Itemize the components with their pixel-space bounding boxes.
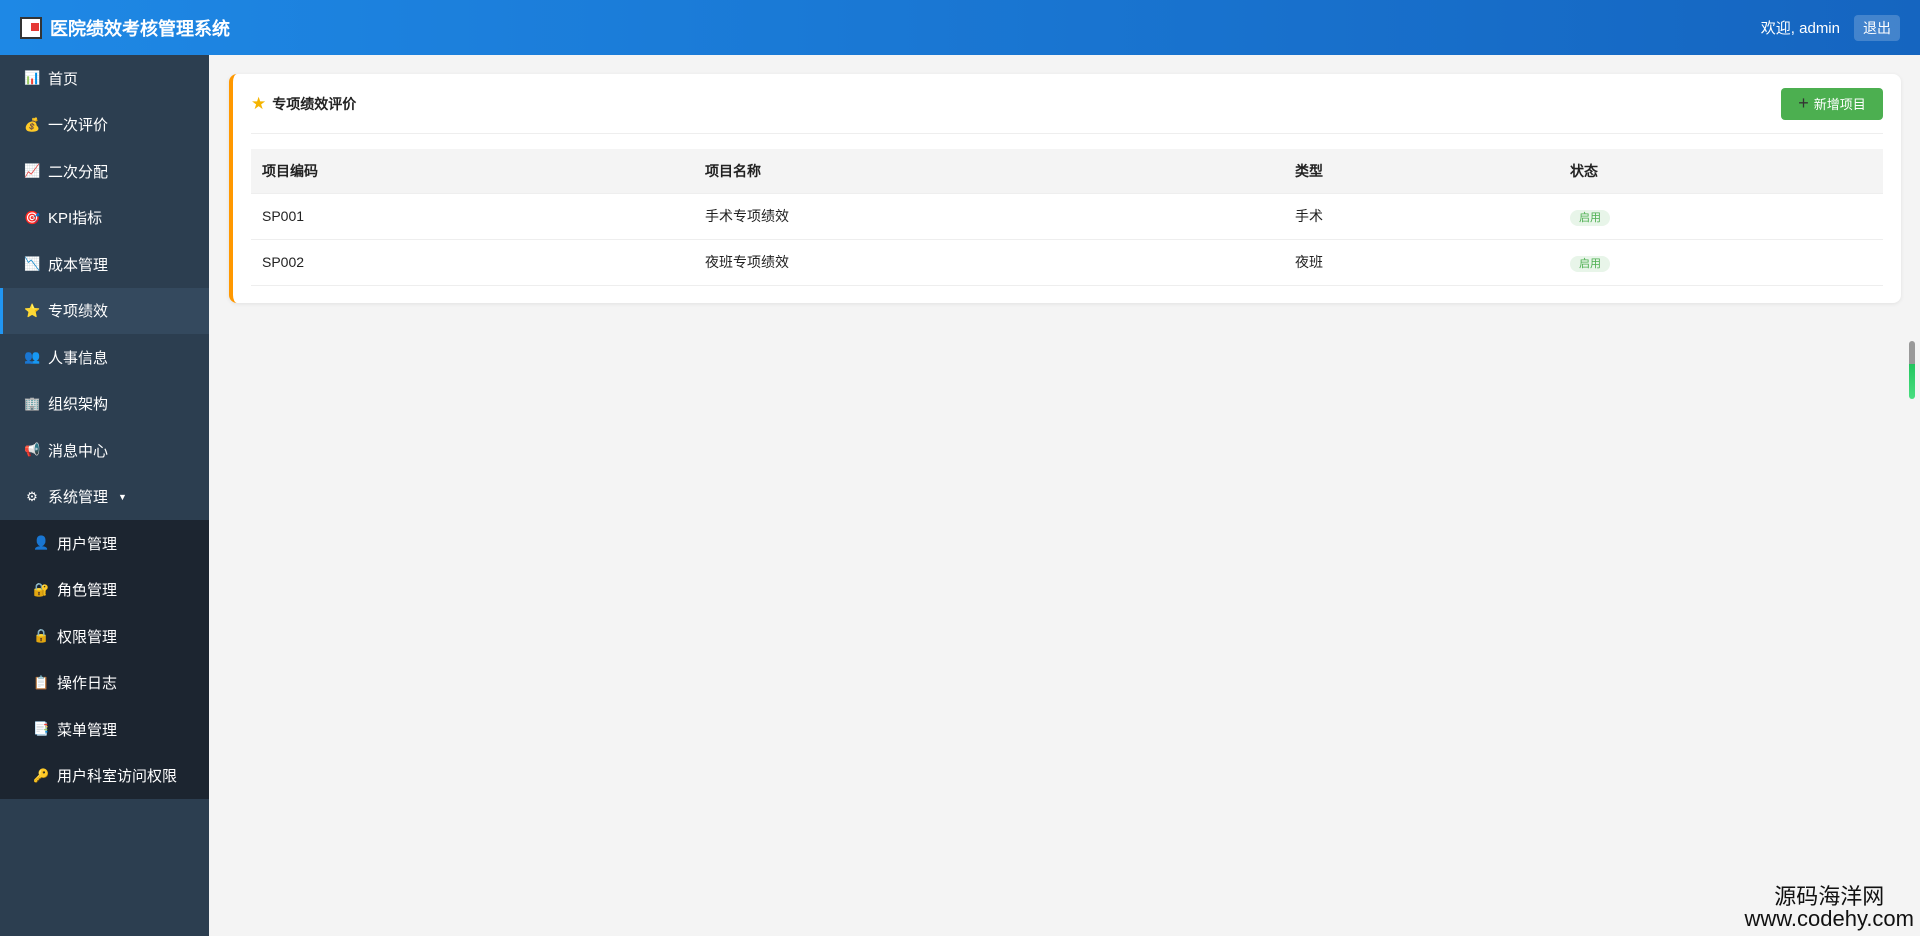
menu-icon: 🎯 xyxy=(24,209,41,225)
submenu-item-label: 用户科室访问权限 xyxy=(57,768,178,786)
cell-name: 夜班专项绩效 xyxy=(694,239,1284,286)
watermark-line2: www.codehy.com xyxy=(1744,906,1914,931)
hospital-icon xyxy=(20,16,42,39)
submenu-item[interactable]: 🔒 权限管理 xyxy=(0,613,209,660)
sidebar-item-label: 成本管理 xyxy=(48,256,109,274)
sidebar-item-label: 一次评价 xyxy=(48,117,109,135)
submenu-item-label: 权限管理 xyxy=(57,628,118,646)
sidebar-item-label: 组织架构 xyxy=(48,396,109,414)
caret-down-icon: ▼ xyxy=(118,491,127,502)
cell-status: 启用 xyxy=(1559,193,1883,240)
submenu-item[interactable]: 🔑 用户科室访问权限 xyxy=(0,753,209,800)
submenu-item[interactable]: 👤 用户管理 xyxy=(0,520,209,567)
card-title: 专项绩效评价 xyxy=(272,95,357,112)
col-code: 项目编码 xyxy=(251,149,694,194)
add-project-button[interactable]: + 新增项目 xyxy=(1781,87,1883,120)
cell-type: 夜班 xyxy=(1284,239,1559,286)
sidebar-item-label: 人事信息 xyxy=(48,349,109,367)
sidebar-item-label: 专项绩效 xyxy=(48,303,109,321)
star-icon: ★ xyxy=(251,93,267,113)
sidebar-item[interactable]: 📈 二次分配 xyxy=(0,148,209,195)
sidebar-item[interactable]: ⭐ 专项绩效 xyxy=(0,287,209,334)
col-status: 状态 xyxy=(1559,149,1883,194)
submenu-item-label: 用户管理 xyxy=(57,535,118,553)
sidebar-item-label: 系统管理 xyxy=(48,489,109,507)
sidebar-item-label: 消息中心 xyxy=(48,442,109,460)
top-header: 医院绩效考核管理系统 欢迎, admin 退出 xyxy=(0,0,1920,55)
watermark: 源码海洋网 www.codehy.com xyxy=(1744,886,1914,930)
sidebar-item-label: 首页 xyxy=(48,70,79,88)
logout-button[interactable]: 退出 xyxy=(1854,14,1900,41)
special-performance-card: ★ 专项绩效评价 + 新增项目 项目编码 项目名称 类型 状态 SP001 手术专项绩… xyxy=(229,74,1901,303)
cell-status: 启用 xyxy=(1559,239,1883,286)
menu-icon: 👥 xyxy=(24,349,41,365)
submenu-item-label: 操作日志 xyxy=(57,675,118,693)
table-row: SP002 夜班专项绩效 夜班 启用 xyxy=(251,239,1883,286)
sidebar-item[interactable]: ⚙ 系统管理 ▼ xyxy=(0,474,209,521)
submenu-item[interactable]: 🔐 角色管理 xyxy=(0,567,209,614)
app-logo: 医院绩效考核管理系统 xyxy=(20,15,230,41)
menu-icon: 🔑 xyxy=(33,767,50,783)
col-type: 类型 xyxy=(1284,149,1559,194)
plus-icon: + xyxy=(1798,93,1809,113)
menu-icon: 📈 xyxy=(24,163,41,179)
sidebar-item-label: KPI指标 xyxy=(48,210,103,228)
sidebar-item-label: 二次分配 xyxy=(48,163,109,181)
col-name: 项目名称 xyxy=(694,149,1284,194)
sidebar-item[interactable]: 🎯 KPI指标 xyxy=(0,195,209,242)
menu-icon: 💰 xyxy=(24,116,41,132)
cell-name: 手术专项绩效 xyxy=(694,193,1284,240)
menu-icon: 📑 xyxy=(33,721,50,737)
menu-icon: 🏢 xyxy=(24,395,41,411)
submenu-item[interactable]: 📋 操作日志 xyxy=(0,660,209,707)
menu-icon: 📉 xyxy=(24,256,41,272)
menu-icon: 👤 xyxy=(33,535,50,551)
add-project-label: 新增项目 xyxy=(1813,97,1866,112)
sidebar-item[interactable]: 📢 消息中心 xyxy=(0,427,209,474)
welcome-text: 欢迎, admin xyxy=(1760,20,1840,37)
status-badge: 启用 xyxy=(1570,255,1610,272)
watermark-line1: 源码海洋网 xyxy=(1774,884,1885,909)
menu-icon: ⚙ xyxy=(26,488,38,504)
menu-icon: 📊 xyxy=(24,70,41,86)
submenu-item[interactable]: 📑 菜单管理 xyxy=(0,706,209,753)
submenu-item-label: 菜单管理 xyxy=(57,721,118,739)
menu-icon: 📋 xyxy=(33,674,50,690)
menu-icon: 📢 xyxy=(24,442,41,458)
menu-icon: 🔒 xyxy=(33,628,50,644)
table-row: SP001 手术专项绩效 手术 启用 xyxy=(251,193,1883,240)
sidebar-item[interactable]: 👥 人事信息 xyxy=(0,334,209,381)
menu-icon: ⭐ xyxy=(24,302,41,318)
system-submenu: 👤 用户管理 🔐 角色管理 🔒 权限管理 📋 操作日志 📑 菜单管理 🔑 用户科室访问权限 xyxy=(0,520,209,799)
app-title: 医院绩效考核管理系统 xyxy=(50,18,230,39)
sidebar-item[interactable]: 📊 首页 xyxy=(0,55,209,102)
menu-icon: 🔐 xyxy=(33,581,50,597)
cell-code: SP001 xyxy=(251,193,694,240)
sidebar-item[interactable]: 🏢 组织架构 xyxy=(0,381,209,428)
sidebar-item[interactable]: 💰 一次评价 xyxy=(0,102,209,149)
cell-code: SP002 xyxy=(251,239,694,286)
status-badge: 启用 xyxy=(1570,209,1610,226)
sidebar-item[interactable]: 📉 成本管理 xyxy=(0,241,209,288)
cell-type: 手术 xyxy=(1284,193,1559,240)
project-table: 项目编码 项目名称 类型 状态 SP001 手术专项绩效 手术 启用 SP002 夜班专项… xyxy=(251,149,1883,286)
submenu-item-label: 角色管理 xyxy=(57,582,118,600)
sidebar: 📊 首页 💰 一次评价 📈 二次分配 🎯 KPI指标 📉 成本管理 ⭐ 专项绩效 👥 人事信息 🏢 组织架构 📢… xyxy=(0,55,209,936)
scrollbar[interactable] xyxy=(1909,341,1915,399)
